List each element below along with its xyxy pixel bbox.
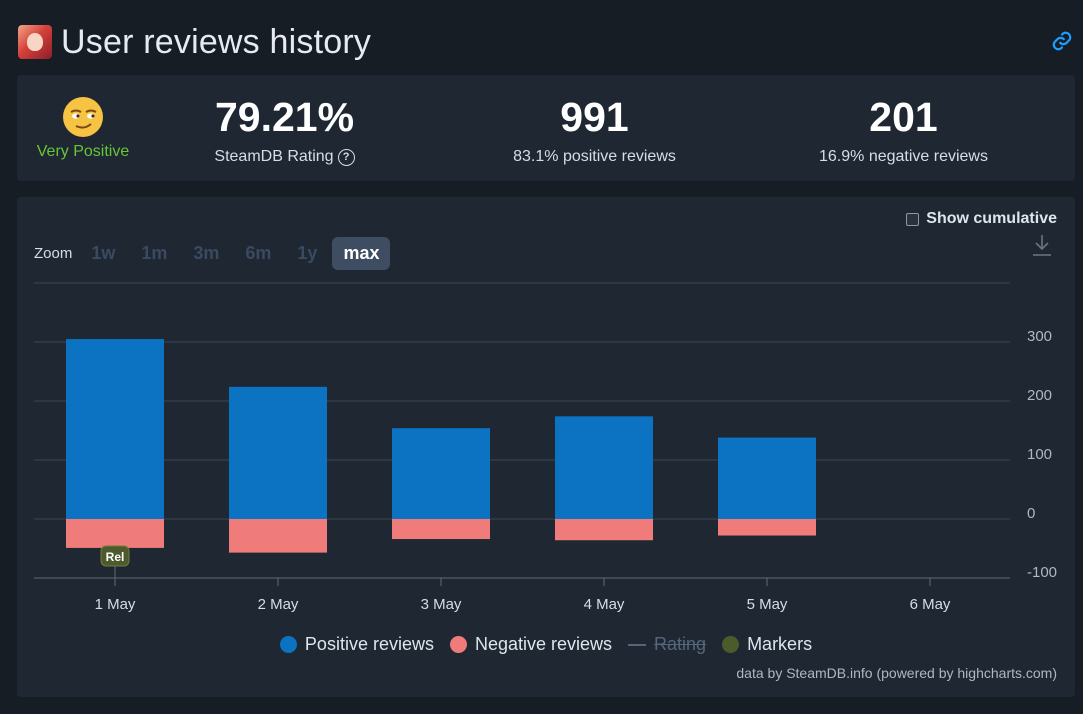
rating-summary: Very Positive 79.21% SteamDB Rating? 991… [17, 75, 1075, 181]
negative-label: 16.9% negative reviews [819, 148, 988, 165]
positive-bar [555, 416, 653, 519]
negative-bar [392, 519, 490, 540]
show-cumulative-toggle[interactable]: Show cumulative [906, 210, 1057, 228]
page-title: User reviews history [61, 22, 372, 61]
legend-markers-label: Markers [747, 634, 813, 654]
rating-stat: 79.21% SteamDB Rating? [172, 75, 397, 166]
positive-bar [66, 339, 164, 519]
negative-stat: 201 16.9% negative reviews [791, 75, 1016, 166]
negative-bar [229, 519, 327, 553]
show-cumulative-label: Show cumulative [926, 210, 1057, 227]
positive-label: 83.1% positive reviews [513, 148, 676, 165]
verdict-label: Very Positive [36, 143, 130, 160]
zoom-3m-button[interactable]: 3m [193, 243, 220, 263]
x-tick-label: 2 May [258, 596, 299, 613]
legend-markers[interactable]: Markers [722, 634, 812, 655]
y-tick-label: 100 [1027, 446, 1052, 463]
positive-stat: 991 83.1% positive reviews [482, 75, 707, 166]
y-tick-label: -100 [1027, 564, 1057, 581]
rating-value: 79.21% [214, 94, 355, 140]
x-tick-label: 5 May [747, 596, 788, 613]
smirk-face-icon [63, 97, 103, 137]
positive-swatch [279, 636, 297, 653]
negative-bar [718, 519, 816, 536]
cumulative-checkbox[interactable] [906, 212, 920, 226]
x-tick-label: 4 May [584, 596, 625, 613]
rating-caption: SteamDB Rating? [172, 148, 397, 166]
zoom-6m-button[interactable]: 6m [245, 243, 272, 263]
markers-swatch [722, 636, 740, 653]
zoom-controls: Zoom 1w 1m 3m 6m 1y max [34, 237, 394, 270]
legend-negative-label: Negative reviews [474, 634, 613, 654]
legend-rating[interactable]: Rating [628, 634, 706, 655]
negative-bar [555, 519, 653, 541]
negative-count: 201 [869, 94, 938, 140]
x-tick-label: 3 May [421, 596, 462, 613]
zoom-1w-button[interactable]: 1w [91, 243, 116, 263]
x-tick-label: 6 May [910, 596, 951, 613]
positive-bar [229, 386, 327, 519]
zoom-1m-button[interactable]: 1m [141, 243, 168, 263]
release-marker-label: Rel [106, 550, 125, 564]
negative-bar [66, 519, 164, 548]
rating-label: SteamDB Rating [214, 148, 334, 165]
y-tick-label: 200 [1027, 387, 1052, 404]
positive-bar [392, 428, 490, 519]
header: User reviews history [18, 22, 371, 62]
legend-rating-label: Rating [654, 634, 707, 654]
legend-positive[interactable]: Positive reviews [279, 634, 434, 655]
reviews-chart: 300 200 100 0 -100 1 May 2 May 3 May 4 May 5 May 6… [34, 282, 1057, 613]
help-icon[interactable]: ? [337, 149, 355, 166]
release-marker [100, 545, 130, 567]
negative-swatch [449, 636, 467, 653]
y-tick-label: 300 [1027, 328, 1052, 345]
legend-positive-label: Positive reviews [304, 634, 434, 654]
x-tick-label: 1 May [95, 596, 136, 613]
y-tick-label: 0 [1027, 505, 1035, 522]
positive-count: 991 [560, 94, 629, 140]
zoom-max-button[interactable]: max [332, 237, 391, 270]
zoom-label: Zoom [34, 245, 73, 262]
legend-negative[interactable]: Negative reviews [449, 634, 613, 655]
game-icon[interactable] [18, 25, 52, 59]
chart-legend: Positive reviews Negative reviews Rating… [17, 634, 1075, 655]
link-icon[interactable] [1051, 30, 1073, 52]
rating-swatch [628, 643, 647, 646]
chart-panel: Show cumulative Zoom 1w 1m 3m 6m 1y max … [17, 197, 1075, 697]
download-icon[interactable] [1031, 233, 1053, 257]
chart-credits[interactable]: data by SteamDB.info (powered by highcha… [736, 665, 1057, 681]
zoom-1y-button[interactable]: 1y [297, 243, 318, 263]
positive-bar [718, 437, 816, 519]
